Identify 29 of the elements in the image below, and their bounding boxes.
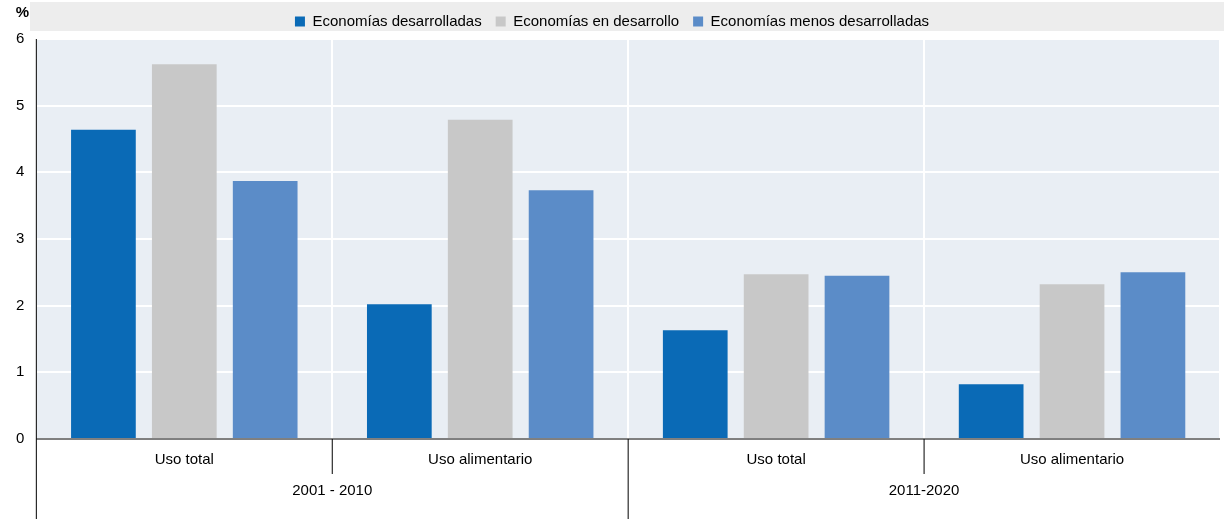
bar bbox=[824, 275, 890, 438]
legend-label: Economías menos desarrolladas bbox=[710, 11, 930, 29]
bar bbox=[1120, 272, 1186, 438]
bar bbox=[366, 304, 432, 438]
x-tick-label: Uso total bbox=[746, 450, 806, 468]
y-axis-title: % bbox=[15, 3, 30, 21]
y-tick-label: 2 bbox=[16, 295, 25, 313]
bar bbox=[447, 119, 513, 438]
bar bbox=[1039, 284, 1105, 438]
bar bbox=[743, 274, 809, 438]
y-tick-label: 0 bbox=[16, 429, 25, 447]
legend-label: Economías en desarrollo bbox=[513, 11, 680, 29]
bar bbox=[958, 384, 1024, 438]
y-tick-label: 3 bbox=[16, 229, 25, 247]
bar bbox=[151, 64, 217, 438]
text: 2011-2020 bbox=[888, 481, 960, 499]
bar bbox=[662, 330, 728, 438]
bar bbox=[232, 181, 298, 438]
bar bbox=[71, 129, 136, 438]
legend-label: Economías desarrolladas bbox=[312, 11, 482, 29]
x-tick-label: Uso alimentario bbox=[428, 450, 533, 468]
y-tick-label: 4 bbox=[16, 162, 25, 180]
bar bbox=[528, 190, 594, 438]
y-tick-label: 6 bbox=[16, 29, 25, 47]
x-tick-label: Uso alimentario bbox=[1019, 450, 1125, 468]
y-tick-label: 5 bbox=[16, 95, 25, 113]
y-tick-label: 1 bbox=[16, 362, 25, 380]
text: 2001 - 2010 bbox=[292, 481, 373, 499]
x-tick-label: Uso total bbox=[154, 450, 214, 468]
